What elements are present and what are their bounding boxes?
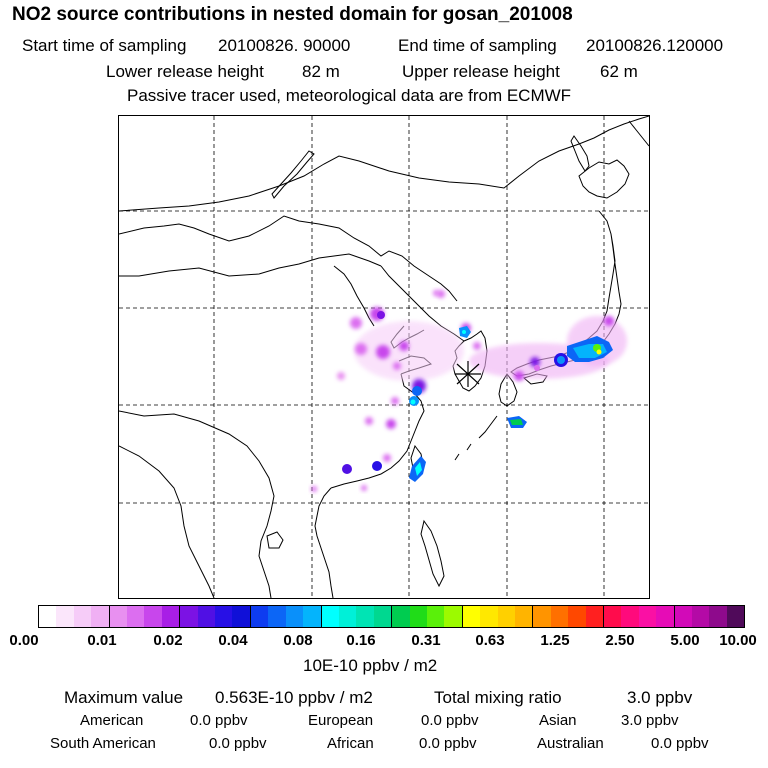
source-value-african: 0.0 ppbv — [419, 735, 477, 752]
colorbar-segment — [161, 606, 181, 627]
colorbar-unit: 10E-10 ppbv / m2 — [303, 656, 438, 675]
contribution-field — [311, 290, 627, 492]
source-value-south-american: 0.0 ppbv — [209, 735, 267, 752]
colorbar-segment — [692, 606, 710, 627]
colorbar-segment — [215, 606, 233, 627]
colorbar-segment — [621, 606, 639, 627]
map-panel — [118, 115, 650, 599]
colorbar-segment — [426, 606, 445, 627]
colorbar-segment — [180, 606, 198, 627]
lower-height-label: Lower release height — [106, 62, 264, 81]
colorbar-segment — [356, 606, 374, 627]
source-name-australian: Australian — [537, 735, 604, 752]
total-mixing-label: Total mixing ratio — [434, 688, 562, 707]
colorbar-tick: 0.31 — [411, 632, 441, 649]
colorbar-segment — [73, 606, 92, 627]
colorbar-tick: 5.00 — [670, 632, 700, 649]
colorbar-tick: 1.25 — [540, 632, 570, 649]
source-name-asian: Asian — [539, 712, 577, 729]
colorbar-tick: 0.63 — [475, 632, 505, 649]
colorbar-segment — [144, 606, 162, 627]
colorbar-segment — [303, 606, 322, 627]
colorbar-segment — [197, 606, 216, 627]
colorbar-tick: 0.01 — [87, 632, 117, 649]
colorbar-segment — [127, 606, 145, 627]
colorbar-segment — [250, 606, 269, 627]
source-value-asian: 3.0 ppbv — [621, 712, 679, 729]
colorbar-segment — [497, 606, 515, 627]
colorbar-tick: 0.16 — [346, 632, 376, 649]
colorbar-segment — [533, 606, 551, 627]
source-value-american: 0.0 ppbv — [190, 712, 248, 729]
colorbar-tick: 0.04 — [218, 632, 248, 649]
end-time-label: End time of sampling — [398, 36, 557, 55]
colorbar-segment — [480, 606, 498, 627]
colorbar-segment — [709, 606, 727, 627]
colorbar-segment — [109, 606, 128, 627]
colorbar-tick: 0.02 — [153, 632, 183, 649]
colorbar-tick: 10.00 — [719, 632, 757, 649]
colorbar-segment — [392, 606, 410, 627]
source-name-american: American — [80, 712, 144, 729]
colorbar-segment — [514, 606, 534, 627]
colorbar-segment — [285, 606, 304, 627]
source-value-european: 0.0 ppbv — [421, 712, 479, 729]
colorbar-segment — [268, 606, 286, 627]
upper-height-label: Upper release height — [402, 62, 560, 81]
upper-height-value: 62 m — [600, 62, 638, 81]
colorbar-segment — [604, 606, 622, 627]
colorbar-segment — [39, 606, 57, 627]
colorbar-segment — [409, 606, 427, 627]
receptor-star-icon — [455, 361, 481, 387]
colorbar-tick: 0.00 — [9, 632, 39, 649]
source-value-australian: 0.0 ppbv — [651, 735, 709, 752]
start-time-label: Start time of sampling — [22, 36, 187, 55]
colorbar-segment — [462, 606, 481, 627]
source-name-south-american: South American — [50, 735, 156, 752]
colorbar-segment — [444, 606, 463, 627]
colorbar-segment — [674, 606, 693, 627]
colorbar-segment — [373, 606, 393, 627]
colorbar-segment — [338, 606, 357, 627]
colorbar-segment — [550, 606, 569, 627]
max-value-label: Maximum value — [64, 688, 184, 707]
map-svg — [118, 115, 650, 599]
start-time-value: 20100826. 90000 — [218, 36, 351, 55]
source-name-european: European — [308, 712, 374, 729]
max-value: 0.563E-10 ppbv / m2 — [215, 688, 373, 707]
colorbar-segment — [568, 606, 586, 627]
tracer-note: Passive tracer used, meteorological data… — [127, 86, 572, 105]
lower-height-value: 82 m — [302, 62, 340, 81]
colorbar-tick: 0.08 — [283, 632, 313, 649]
end-time-value: 20100826.120000 — [586, 36, 724, 55]
colorbar-segment — [56, 606, 74, 627]
colorbar-segment — [638, 606, 657, 627]
colorbar-tick: 2.50 — [605, 632, 635, 649]
map-title: NO2 source contributions in nested domai… — [12, 4, 573, 25]
colorbar-segment — [91, 606, 110, 627]
source-name-african: African — [327, 735, 374, 752]
total-mixing-value: 3.0 ppbv — [627, 688, 693, 707]
colorbar — [38, 605, 745, 628]
colorbar-segment — [726, 606, 745, 627]
colorbar-segment — [232, 606, 251, 627]
colorbar-segment — [656, 606, 675, 627]
colorbar-segment — [585, 606, 604, 627]
colorbar-segment — [321, 606, 339, 627]
